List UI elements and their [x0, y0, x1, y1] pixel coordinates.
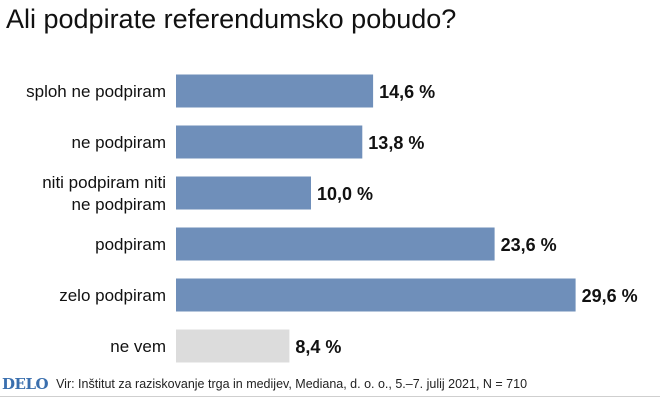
value-label-4: 23,6 %: [501, 235, 557, 255]
chart-title: Ali podpirate referendumsko pobudo?: [6, 4, 457, 34]
value-label-5: 29,6 %: [582, 286, 638, 306]
category-label-5: zelo podpiram: [59, 286, 166, 305]
bar-chart: 14,6 % sploh ne podpiram 13,8 % ne podpiram…: [26, 74, 638, 363]
source-note: Vir: Inštitut za raziskovanje trga in me…: [56, 377, 528, 391]
value-label-1: 14,6 %: [379, 82, 435, 102]
category-label-line: sploh ne podpiram: [26, 82, 166, 101]
bar-4: [176, 227, 495, 261]
value-label-2: 13,8 %: [368, 133, 424, 153]
category-label-line: niti podpiram niti: [42, 173, 166, 192]
footer-divider: [0, 396, 660, 397]
bar-1: [176, 74, 374, 108]
bar-6: [176, 329, 290, 363]
category-label-line: ne podpiram: [71, 133, 166, 152]
bar-3: [176, 176, 311, 210]
category-label-1: sploh ne podpiram: [26, 82, 166, 101]
category-label-line: podpiram: [95, 235, 166, 254]
bar-5: [176, 278, 576, 312]
delo-logo: DELO: [2, 375, 49, 393]
category-label-line: zelo podpiram: [59, 286, 166, 305]
category-label-2: ne podpiram: [71, 133, 166, 152]
category-label-6: ne vem: [110, 337, 166, 356]
category-label-line: ne vem: [110, 337, 166, 356]
value-label-3: 10,0 %: [317, 184, 373, 204]
category-label-line: ne podpiram: [71, 195, 166, 214]
value-label-6: 8,4 %: [295, 337, 341, 357]
chart-footer: DELO Vir: Inštitut za raziskovanje trga …: [0, 373, 660, 395]
bar-2: [176, 125, 363, 159]
category-label-3: niti podpiram niti ne podpiram: [42, 173, 166, 214]
category-label-4: podpiram: [95, 235, 166, 254]
